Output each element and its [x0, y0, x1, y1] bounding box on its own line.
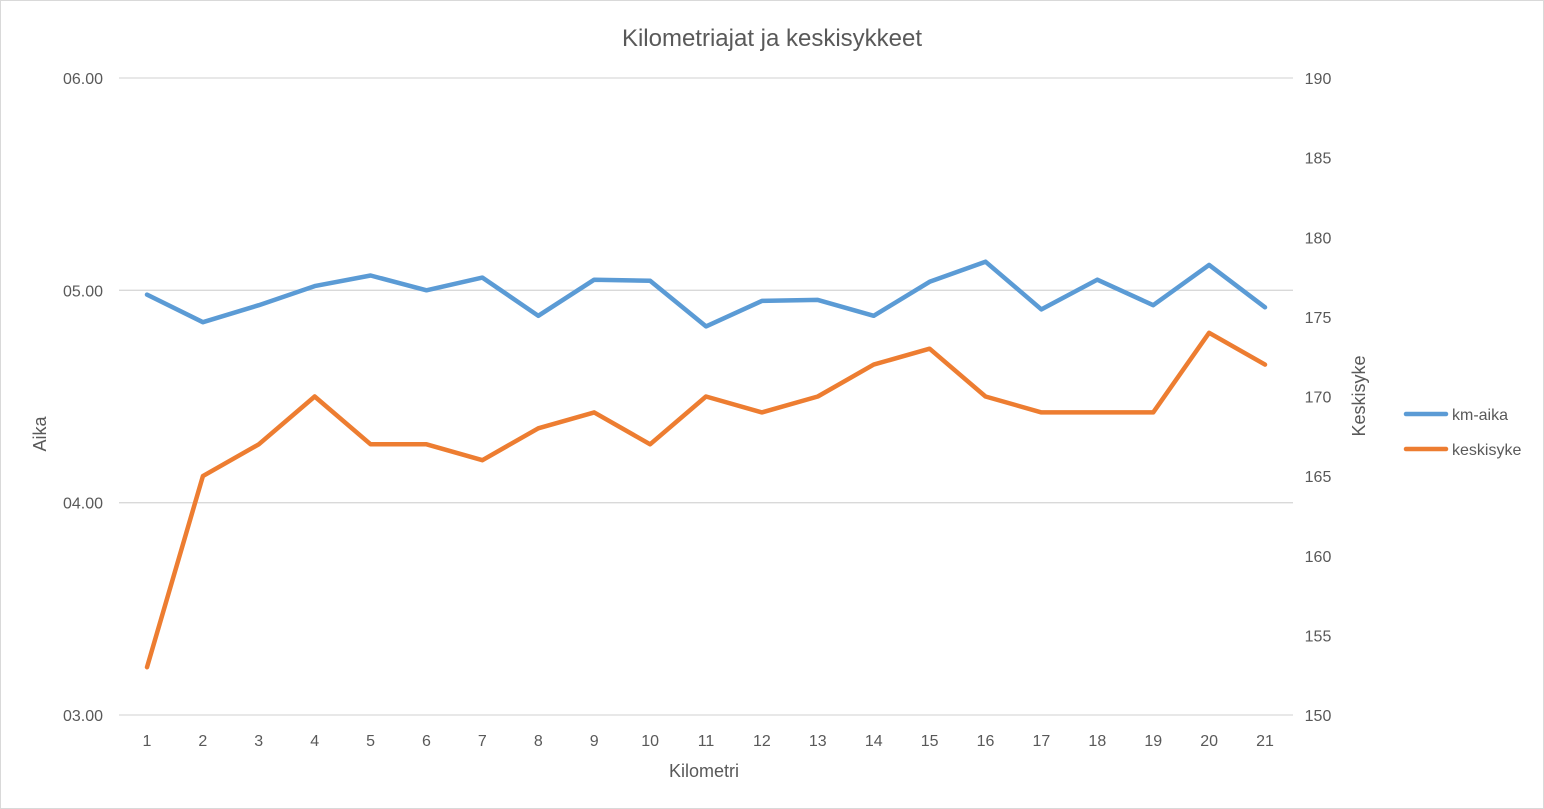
left-axis-title: Aika — [30, 416, 50, 452]
right-tick-label: 185 — [1305, 151, 1332, 168]
x-axis-title: Kilometri — [669, 761, 739, 781]
x-tick-label: 14 — [865, 733, 883, 750]
series-line-keskisyke — [144, 330, 1268, 670]
x-tick-label: 12 — [753, 733, 771, 750]
right-tick-label: 180 — [1305, 230, 1332, 247]
right-axis-title: Keskisyke — [1349, 355, 1369, 436]
x-tick-label: 1 — [142, 733, 151, 750]
chart-title: Kilometriajat ja keskisykkeet — [622, 25, 922, 52]
x-tick-label: 2 — [198, 733, 207, 750]
x-tick-label: 17 — [1033, 733, 1051, 750]
x-tick-label: 19 — [1144, 733, 1162, 750]
series-line-km-aika — [144, 259, 1268, 329]
x-tick-label: 5 — [366, 733, 375, 750]
right-tick-label: 160 — [1305, 549, 1332, 566]
right-tick-label: 170 — [1305, 390, 1332, 407]
x-tick-label: 20 — [1200, 733, 1218, 750]
gridlines — [119, 77, 1293, 716]
x-tick-label: 4 — [310, 733, 319, 750]
legend: km-aika keskisyke — [1403, 407, 1521, 459]
right-tick-label: 150 — [1305, 708, 1332, 725]
right-tick-label: 165 — [1305, 469, 1332, 486]
x-tick-label: 9 — [590, 733, 599, 750]
right-tick-label: 175 — [1305, 310, 1332, 327]
series-lines — [144, 259, 1268, 670]
x-tick-label: 8 — [534, 733, 543, 750]
left-axis-ticks: 03.00 04.00 05.00 06.00 — [63, 71, 103, 725]
x-tick-label: 6 — [422, 733, 431, 750]
left-tick-label: 05.00 — [63, 283, 103, 300]
left-tick-label: 03.00 — [63, 708, 103, 725]
right-tick-label: 155 — [1305, 628, 1332, 645]
left-tick-label: 06.00 — [63, 71, 103, 88]
x-tick-label: 11 — [698, 733, 715, 750]
x-tick-label: 13 — [809, 733, 827, 750]
x-tick-label: 15 — [921, 733, 939, 750]
left-tick-label: 04.00 — [63, 496, 103, 513]
x-tick-label: 10 — [641, 733, 659, 750]
x-tick-label: 21 — [1256, 733, 1274, 750]
x-tick-label: 7 — [478, 733, 487, 750]
x-tick-label: 3 — [254, 733, 263, 750]
right-axis-ticks: 150 155 160 165 170 175 180 185 190 — [1305, 71, 1332, 725]
x-tick-label: 18 — [1088, 733, 1106, 750]
legend-label: keskisyke — [1452, 442, 1521, 459]
x-axis-ticks: 1 2 3 4 5 6 7 8 9 10 11 12 13 14 15 16 17 18 19 20 21 — [142, 733, 1274, 750]
x-tick-label: 16 — [977, 733, 995, 750]
right-tick-label: 190 — [1305, 71, 1332, 88]
legend-label: km-aika — [1452, 407, 1508, 424]
